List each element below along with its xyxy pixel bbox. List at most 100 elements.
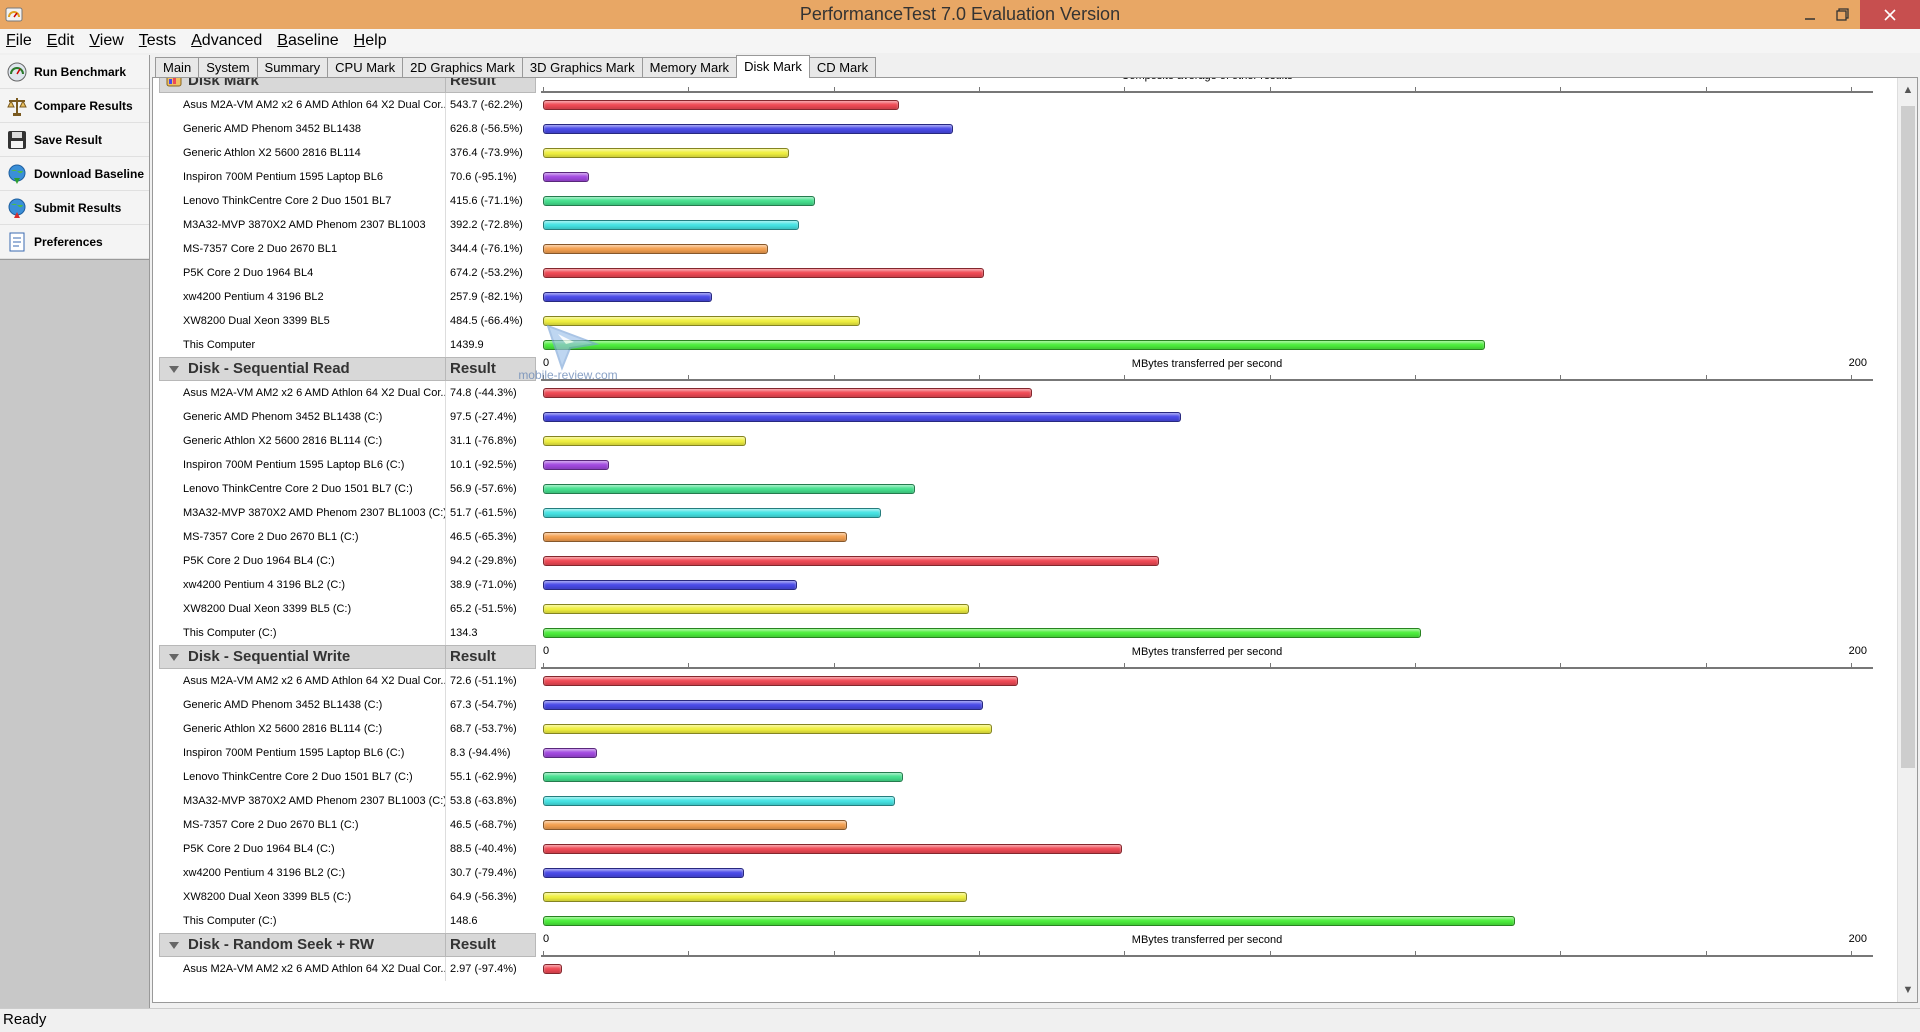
axis-tick xyxy=(1124,375,1126,381)
menu-item-edit[interactable]: Edit xyxy=(47,32,75,50)
system-name: This Computer xyxy=(159,333,446,357)
result-bar xyxy=(543,580,798,590)
table-row[interactable]: This Computer 1439.9 xyxy=(159,333,1917,357)
scroll-down-arrow-icon[interactable]: ▼ xyxy=(1902,984,1914,996)
system-name: Asus M2A-VM AM2 x2 6 AMD Athlon 64 X2 Du… xyxy=(159,957,446,981)
table-row[interactable]: M3A32-MVP 3870X2 AMD Phenom 2307 BL1003 … xyxy=(159,789,1917,813)
scroll-thumb[interactable] xyxy=(1901,106,1915,768)
table-row[interactable]: M3A32-MVP 3870X2 AMD Phenom 2307 BL1003 3… xyxy=(159,213,1917,237)
table-row[interactable]: Asus M2A-VM AM2 x2 6 AMD Athlon 64 X2 Du… xyxy=(159,957,1917,981)
section-title[interactable]: Disk Mark xyxy=(159,77,446,93)
table-row[interactable]: xw4200 Pentium 4 3196 BL2 (C:) 30.7 (-79.… xyxy=(159,861,1917,885)
close-button[interactable] xyxy=(1860,0,1920,29)
axis-max-label: 200 xyxy=(1848,357,1867,369)
result-value: 46.5 (-65.3%) xyxy=(450,531,517,543)
tab-cd-mark[interactable]: CD Mark xyxy=(808,57,877,78)
table-row[interactable]: Lenovo ThinkCentre Core 2 Duo 1501 BL7 41… xyxy=(159,189,1917,213)
table-row[interactable]: This Computer (C:) 148.6 xyxy=(159,909,1917,933)
sidebar-item-submit-results[interactable]: Submit Results xyxy=(0,191,149,225)
result-bar xyxy=(543,964,563,974)
result-value: 64.9 (-56.3%) xyxy=(450,891,517,903)
tab-3d-graphics-mark[interactable]: 3D Graphics Mark xyxy=(521,57,643,78)
table-row[interactable]: Lenovo ThinkCentre Core 2 Duo 1501 BL7 (… xyxy=(159,765,1917,789)
table-row[interactable]: P5K Core 2 Duo 1964 BL4 (C:) 88.5 (-40.4%… xyxy=(159,837,1917,861)
table-row[interactable]: Asus M2A-VM AM2 x2 6 AMD Athlon 64 X2 Du… xyxy=(159,93,1917,117)
menu-item-tests[interactable]: Tests xyxy=(139,32,176,50)
minimize-button[interactable] xyxy=(1790,0,1830,29)
sidebar-item-save-result[interactable]: Save Result xyxy=(0,123,149,157)
axis-tick xyxy=(1851,663,1852,669)
table-row[interactable]: XW8200 Dual Xeon 3399 BL5 (C:) 65.2 (-51.… xyxy=(159,597,1917,621)
section-title[interactable]: Disk - Sequential Write xyxy=(159,645,446,669)
table-row[interactable]: MS-7357 Core 2 Duo 2670 BL1 344.4 (-76.1%… xyxy=(159,237,1917,261)
table-row[interactable]: P5K Core 2 Duo 1964 BL4 (C:) 94.2 (-29.8%… xyxy=(159,549,1917,573)
axis-tick xyxy=(1560,663,1562,669)
menu-item-file[interactable]: File xyxy=(6,32,32,50)
result-column-header[interactable]: Result xyxy=(446,78,536,93)
result-column-header[interactable]: Result xyxy=(446,933,536,957)
table-row[interactable]: Generic Athlon X2 5600 2816 BL114 (C:) 31… xyxy=(159,429,1917,453)
result-bar xyxy=(543,604,970,614)
tab-main[interactable]: Main xyxy=(155,57,200,78)
result-value: 30.7 (-79.4%) xyxy=(450,867,517,879)
table-row[interactable]: Generic AMD Phenom 3452 BL1438 626.8 (-56… xyxy=(159,117,1917,141)
vertical-scrollbar[interactable]: ▲ ▼ xyxy=(1897,78,1917,1002)
section-title[interactable]: Disk - Random Seek + RW xyxy=(159,933,446,957)
sidebar-item-preferences[interactable]: Preferences xyxy=(0,225,149,259)
collapse-toggle-icon[interactable] xyxy=(166,938,182,952)
tab-disk-mark[interactable]: Disk Mark xyxy=(736,55,810,78)
table-row[interactable]: XW8200 Dual Xeon 3399 BL5 (C:) 64.9 (-56.… xyxy=(159,885,1917,909)
section-title[interactable]: Disk - Sequential Read xyxy=(159,357,446,381)
result-bar xyxy=(543,412,1181,422)
result-column-header[interactable]: Result xyxy=(446,645,536,669)
menu-item-view[interactable]: View xyxy=(89,32,123,50)
table-row[interactable]: XW8200 Dual Xeon 3399 BL5 484.5 (-66.4%) xyxy=(159,309,1917,333)
table-row[interactable]: Inspiron 700M Pentium 1595 Laptop BL6 70.… xyxy=(159,165,1917,189)
restore-button[interactable] xyxy=(1822,0,1862,29)
menu-item-advanced[interactable]: Advanced xyxy=(191,32,262,50)
app-gauge-icon[interactable] xyxy=(5,5,23,23)
table-row[interactable]: Generic Athlon X2 5600 2816 BL114 376.4 (… xyxy=(159,141,1917,165)
disk-chart-icon[interactable] xyxy=(166,77,182,88)
result-value: 94.2 (-29.8%) xyxy=(450,555,517,567)
sidebar-item-download-baseline[interactable]: Download Baseline xyxy=(0,157,149,191)
table-row[interactable]: Asus M2A-VM AM2 x2 6 AMD Athlon 64 X2 Du… xyxy=(159,669,1917,693)
tab-summary[interactable]: Summary xyxy=(256,57,329,78)
axis-tick xyxy=(979,951,980,957)
scroll-up-arrow-icon[interactable]: ▲ xyxy=(1902,84,1914,96)
result-column-header[interactable]: Result xyxy=(446,357,536,381)
menu-item-help[interactable]: Help xyxy=(354,32,387,50)
table-row[interactable]: Inspiron 700M Pentium 1595 Laptop BL6 (C… xyxy=(159,741,1917,765)
sidebar-item-compare-results[interactable]: Compare Results xyxy=(0,89,149,123)
table-row[interactable]: Lenovo ThinkCentre Core 2 Duo 1501 BL7 (… xyxy=(159,477,1917,501)
table-row[interactable]: M3A32-MVP 3870X2 AMD Phenom 2307 BL1003 … xyxy=(159,501,1917,525)
collapse-toggle-icon[interactable] xyxy=(166,362,182,376)
table-row[interactable]: Generic AMD Phenom 3452 BL1438 (C:) 97.5 … xyxy=(159,405,1917,429)
close-icon xyxy=(1884,8,1896,21)
result-value: 97.5 (-27.4%) xyxy=(450,411,517,423)
table-row[interactable]: xw4200 Pentium 4 3196 BL2 257.9 (-82.1%) xyxy=(159,285,1917,309)
table-row[interactable]: MS-7357 Core 2 Duo 2670 BL1 (C:) 46.5 (-6… xyxy=(159,813,1917,837)
collapse-toggle-icon[interactable] xyxy=(166,650,182,664)
system-name: Inspiron 700M Pentium 1595 Laptop BL6 (C… xyxy=(159,453,446,477)
table-row[interactable]: Inspiron 700M Pentium 1595 Laptop BL6 (C… xyxy=(159,453,1917,477)
tab-memory-mark[interactable]: Memory Mark xyxy=(641,57,738,78)
table-row[interactable]: P5K Core 2 Duo 1964 BL4 674.2 (-53.2%) xyxy=(159,261,1917,285)
axis-min-label: 0 xyxy=(543,357,550,369)
tab-2d-graphics-mark[interactable]: 2D Graphics Mark xyxy=(402,57,523,78)
tab-system[interactable]: System xyxy=(198,57,258,78)
table-row[interactable]: Asus M2A-VM AM2 x2 6 AMD Athlon 64 X2 Du… xyxy=(159,381,1917,405)
system-name: MS-7357 Core 2 Duo 2670 BL1 (C:) xyxy=(159,813,446,837)
watermark-logo-icon xyxy=(546,324,600,371)
system-name: This Computer (C:) xyxy=(159,621,446,645)
sidebar-item-run-benchmark[interactable]: Run Benchmark xyxy=(0,55,149,89)
menu-item-baseline[interactable]: Baseline xyxy=(277,32,338,50)
tab-cpu-mark[interactable]: CPU Mark xyxy=(327,57,404,78)
table-row[interactable]: This Computer (C:) 134.3 xyxy=(159,621,1917,645)
table-row[interactable]: MS-7357 Core 2 Duo 2670 BL1 (C:) 46.5 (-6… xyxy=(159,525,1917,549)
table-row[interactable]: Generic Athlon X2 5600 2816 BL114 (C:) 68… xyxy=(159,717,1917,741)
table-row[interactable]: xw4200 Pentium 4 3196 BL2 (C:) 38.9 (-71.… xyxy=(159,573,1917,597)
axis-tick xyxy=(1851,87,1852,93)
axis-tick xyxy=(1415,375,1416,381)
table-row[interactable]: Generic AMD Phenom 3452 BL1438 (C:) 67.3 … xyxy=(159,693,1917,717)
